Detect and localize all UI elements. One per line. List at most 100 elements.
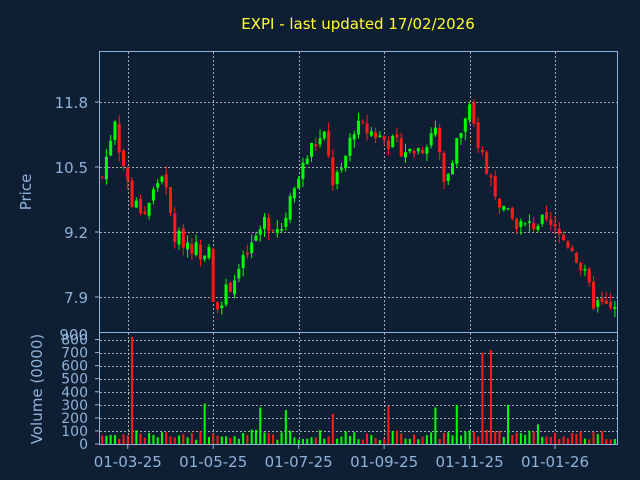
candle-body bbox=[288, 196, 292, 220]
volume-y-tick-label: 500 bbox=[61, 372, 88, 388]
candle-body bbox=[527, 221, 531, 224]
candle-body bbox=[194, 242, 198, 256]
candle-body bbox=[220, 305, 224, 308]
candle-body bbox=[318, 138, 322, 145]
candle-body bbox=[429, 133, 433, 146]
candle-body bbox=[378, 135, 382, 138]
candle-body bbox=[455, 138, 459, 164]
candle-body bbox=[579, 262, 583, 271]
candle-body bbox=[134, 200, 138, 208]
price-grid bbox=[100, 52, 617, 332]
price-bottom-label: 900 bbox=[59, 326, 88, 344]
candle-body bbox=[224, 284, 228, 305]
candle-body bbox=[109, 140, 113, 156]
candle-body bbox=[331, 157, 335, 186]
candle-body bbox=[506, 208, 510, 210]
candle-body bbox=[275, 228, 279, 233]
x-tick-label: 01-07-25 bbox=[265, 453, 333, 471]
candle-body bbox=[352, 134, 356, 140]
x-tick-label: 01-01-26 bbox=[521, 453, 589, 471]
candle-body bbox=[339, 168, 343, 170]
volume-axis-label: Volume (0000) bbox=[28, 334, 46, 444]
candle-body bbox=[190, 244, 194, 254]
candle-body bbox=[348, 137, 352, 156]
candle-body bbox=[532, 222, 536, 230]
candle-body bbox=[156, 183, 160, 188]
candle-body bbox=[425, 147, 429, 154]
candle-body bbox=[357, 120, 360, 135]
x-ticks: 01-03-25 01-05-25 01-07-25 01-09-25 01-11-25… bbox=[94, 444, 589, 471]
volume-y-tick-label: 700 bbox=[61, 346, 88, 362]
price-y-tick-label: 11.8 bbox=[55, 94, 88, 112]
candle-body bbox=[562, 234, 566, 241]
candle-body bbox=[515, 218, 519, 230]
candle-body bbox=[510, 207, 514, 219]
candle-body bbox=[207, 247, 211, 258]
candle-body bbox=[126, 167, 130, 181]
candle-body bbox=[177, 230, 181, 245]
x-tick-label: 01-11-25 bbox=[436, 453, 504, 471]
price-panel-frame bbox=[99, 51, 618, 333]
candle-body bbox=[557, 228, 561, 235]
candle-body bbox=[600, 298, 604, 302]
candle-body bbox=[391, 135, 395, 148]
price-y-ticks: 7.9 9.2 10.5 11.8 bbox=[55, 94, 100, 307]
candle-body bbox=[263, 217, 266, 230]
candle-body bbox=[489, 175, 493, 178]
candle-body bbox=[104, 156, 108, 180]
candle-body bbox=[305, 158, 309, 165]
candle-body bbox=[365, 123, 369, 134]
volume-y-tick-label: 200 bbox=[61, 411, 88, 427]
candle-body bbox=[369, 131, 373, 136]
candle-body bbox=[433, 127, 437, 135]
candle-body bbox=[382, 135, 386, 140]
price-axis-label: Price bbox=[17, 174, 35, 211]
candle-body bbox=[374, 132, 378, 138]
candle-body bbox=[493, 176, 497, 197]
candle-body bbox=[164, 174, 168, 188]
candle-body bbox=[468, 104, 472, 120]
candle-body bbox=[498, 198, 501, 208]
x-tick-label: 01-05-25 bbox=[179, 453, 247, 471]
volume-y-tick-label: 600 bbox=[61, 359, 88, 375]
volume-y-tick-label: 400 bbox=[61, 385, 88, 401]
candle-body bbox=[310, 143, 313, 157]
candle-body bbox=[245, 252, 249, 255]
candle-body bbox=[139, 198, 143, 214]
candle-body bbox=[241, 255, 245, 268]
candle-body bbox=[570, 247, 574, 251]
candle-body bbox=[267, 217, 271, 232]
candle-body bbox=[442, 152, 446, 183]
price-candles bbox=[100, 98, 617, 317]
candle-body bbox=[169, 187, 172, 213]
candle-body bbox=[271, 230, 275, 232]
candle-body bbox=[361, 121, 365, 123]
candle-body bbox=[284, 217, 288, 227]
candle-body bbox=[485, 152, 489, 175]
candle-body bbox=[587, 268, 591, 283]
volume-y-tick-label: 800 bbox=[61, 333, 88, 349]
candle-body bbox=[327, 131, 331, 156]
volume-y-tick-label: 100 bbox=[61, 424, 88, 440]
candle-body bbox=[408, 148, 412, 152]
candle-body bbox=[609, 301, 613, 308]
candle-body bbox=[480, 149, 484, 153]
price-y-tick-label: 7.9 bbox=[64, 289, 88, 307]
candle-body bbox=[583, 269, 587, 271]
candle-body bbox=[523, 223, 527, 225]
candle-body bbox=[147, 202, 151, 216]
candle-body bbox=[297, 178, 301, 189]
candle-body bbox=[228, 282, 232, 292]
candle-body bbox=[301, 162, 305, 179]
candle-body bbox=[596, 300, 600, 307]
candle-body bbox=[545, 212, 548, 220]
candle-body bbox=[117, 123, 121, 153]
chart-title: EXPI - last updated 17/02/2026 bbox=[241, 15, 475, 33]
volume-grid bbox=[100, 333, 617, 444]
candle-body bbox=[549, 219, 553, 226]
candle-body bbox=[100, 176, 104, 178]
x-tick-label: 01-09-25 bbox=[350, 453, 418, 471]
candle-body bbox=[459, 132, 463, 138]
